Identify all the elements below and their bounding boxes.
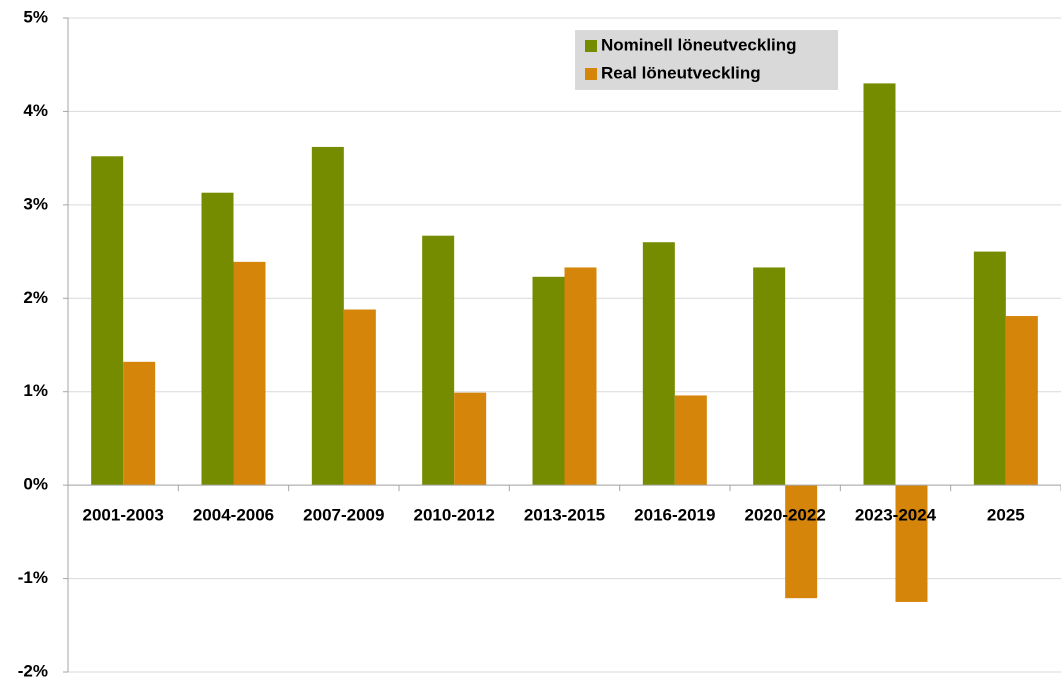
legend-label: Real löneutveckling <box>601 63 761 82</box>
x-tick-label: 2004-2006 <box>193 506 274 525</box>
y-tick-label: 5% <box>23 7 48 26</box>
y-tick-label: 2% <box>23 288 48 307</box>
x-tick-label: 2016-2019 <box>634 506 715 525</box>
legend-swatch <box>585 40 597 52</box>
bar <box>564 267 597 486</box>
x-tick-label: 2013-2015 <box>524 506 605 525</box>
legend-box <box>575 30 838 90</box>
y-tick-label: 1% <box>23 381 48 400</box>
bar <box>532 276 565 486</box>
bar <box>674 395 707 486</box>
bar <box>201 192 234 486</box>
x-tick-label: 2025 <box>987 506 1025 525</box>
x-tick-label: 2020-2022 <box>745 506 826 525</box>
x-tick-label: 2001-2003 <box>83 506 164 525</box>
x-tick-label: 2023-2024 <box>855 506 937 525</box>
bar <box>311 146 344 486</box>
bar <box>233 261 266 486</box>
x-tick-label: 2007-2009 <box>303 506 384 525</box>
bar <box>1005 316 1038 486</box>
bar <box>343 309 376 486</box>
legend-label: Nominell löneutveckling <box>601 35 797 54</box>
y-tick-label: -1% <box>18 568 48 587</box>
y-tick-label: 4% <box>23 101 48 120</box>
bar <box>973 251 1006 486</box>
bar <box>454 392 487 486</box>
bar <box>123 361 156 486</box>
bar <box>863 83 896 486</box>
bar <box>895 485 928 602</box>
legend-swatch <box>585 68 597 80</box>
bar <box>422 235 455 486</box>
y-tick-label: -2% <box>18 661 48 680</box>
bar <box>785 485 818 599</box>
bar <box>642 242 675 486</box>
bar <box>91 156 124 486</box>
bar <box>753 267 786 486</box>
y-tick-label: 3% <box>23 194 48 213</box>
y-tick-label: 0% <box>23 475 48 494</box>
x-tick-label: 2010-2012 <box>414 506 495 525</box>
